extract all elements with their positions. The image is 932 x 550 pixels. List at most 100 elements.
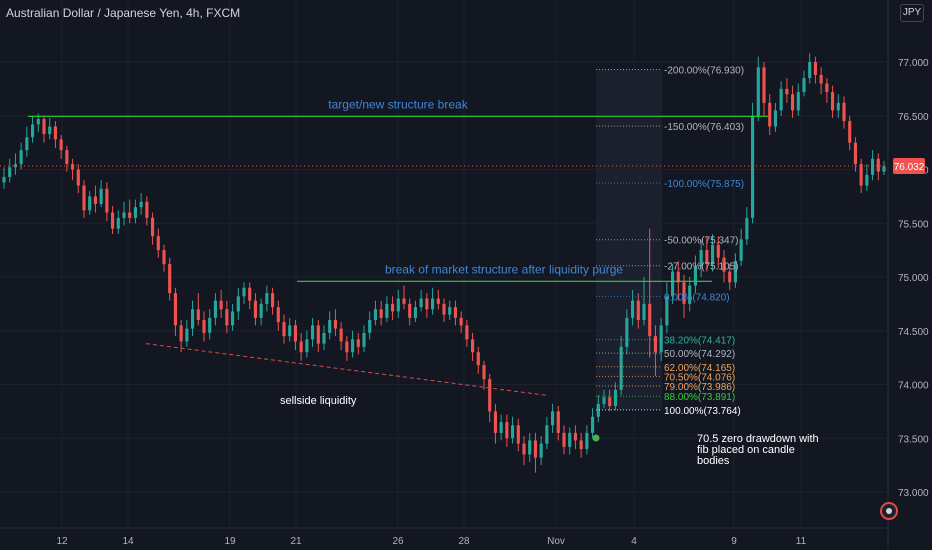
- candle-body: [48, 126, 52, 135]
- candle-body: [568, 432, 572, 447]
- candle-body: [733, 260, 737, 283]
- candle-body: [848, 121, 852, 143]
- candle-body: [208, 317, 212, 333]
- candle-body: [156, 236, 160, 251]
- candle-body: [739, 239, 743, 261]
- zero-drawdown-note-line: 70.5 zero drawdown with: [697, 433, 819, 445]
- candle-body: [465, 325, 469, 340]
- candle-body: [333, 320, 337, 329]
- candle-body: [351, 339, 355, 353]
- candle-body: [699, 250, 703, 267]
- fib-level-label: 62.00%(74.165): [664, 363, 735, 374]
- candle-body: [728, 271, 732, 283]
- candle-body: [562, 432, 566, 447]
- current-price-tag: [893, 158, 925, 175]
- candle-body: [511, 425, 515, 439]
- candle-body: [59, 139, 63, 151]
- candle-body: [499, 422, 503, 433]
- candle-body: [642, 303, 646, 320]
- y-tick-label: 77.000: [898, 58, 929, 69]
- x-tick-label: 14: [122, 536, 134, 547]
- candle-body: [802, 78, 806, 93]
- candle-body: [585, 432, 589, 449]
- candle-body: [808, 62, 812, 79]
- candle-body: [93, 196, 97, 204]
- candle-body: [179, 325, 183, 342]
- candle-body: [448, 307, 452, 315]
- candle-body: [436, 298, 440, 304]
- candle-body: [693, 266, 697, 286]
- candle-body: [676, 271, 680, 283]
- candle-body: [36, 118, 40, 125]
- x-tick-label: 21: [290, 536, 302, 547]
- candle-body: [819, 74, 823, 84]
- fib-level-label: 100.00%(73.764): [664, 406, 741, 417]
- candle-body: [339, 328, 343, 342]
- candle-body: [299, 341, 303, 353]
- candle-body: [31, 124, 35, 138]
- fib-level-label: 70.50%(74.076): [664, 372, 735, 383]
- zero-drawdown-note-line: bodies: [697, 455, 730, 467]
- candle-body: [442, 303, 446, 315]
- candle-body: [13, 164, 17, 168]
- candle-body: [311, 325, 315, 340]
- candle-body: [779, 88, 783, 111]
- candle-body: [396, 298, 400, 312]
- y-tick-label: 75.500: [898, 219, 929, 230]
- y-tick-label: 73.500: [898, 434, 929, 445]
- candle-body: [813, 62, 817, 75]
- candle-body: [122, 212, 126, 218]
- candle-body: [722, 257, 726, 272]
- candle-body: [368, 320, 372, 333]
- currency-badge[interactable]: JPY: [900, 4, 924, 22]
- candle-body: [8, 167, 12, 178]
- candle-body: [665, 296, 669, 326]
- candle-body: [533, 440, 537, 458]
- candle-body: [528, 440, 532, 455]
- candle-body: [168, 264, 172, 294]
- chart-settings-icon[interactable]: [880, 502, 898, 520]
- candle-body: [876, 158, 880, 172]
- fib-level-label: 88.00%(73.891): [664, 392, 735, 403]
- candle-body: [488, 379, 492, 412]
- x-tick-label: 11: [796, 536, 807, 547]
- candle-body: [248, 287, 252, 301]
- candle-body: [76, 169, 80, 186]
- fib-level-label: 50.00%(74.292): [664, 349, 735, 360]
- candle-body: [42, 118, 46, 135]
- candle-body: [282, 322, 286, 337]
- candle-body: [71, 164, 75, 170]
- sellside-line: [145, 343, 547, 396]
- candle-body: [379, 309, 383, 318]
- current-price-label: 76.032: [894, 162, 925, 173]
- candle-body: [133, 207, 137, 218]
- fib-level-label: -200.00%(76.930): [664, 66, 744, 77]
- candle-body: [596, 403, 600, 417]
- x-tick-label: 28: [458, 536, 470, 547]
- candle-body: [482, 365, 486, 380]
- candle-body: [625, 317, 629, 347]
- candle-body: [82, 185, 86, 211]
- candle-body: [785, 88, 789, 95]
- candle-body: [825, 83, 829, 93]
- candle-body: [362, 332, 366, 347]
- candle-body: [231, 311, 235, 326]
- candle-body: [202, 320, 206, 333]
- candle-body: [271, 293, 275, 308]
- candle-body: [253, 300, 257, 318]
- candle-body: [356, 339, 360, 347]
- candle-body: [573, 432, 577, 441]
- candle-body: [579, 440, 583, 449]
- candle-body: [631, 300, 635, 318]
- candle-body: [105, 188, 109, 213]
- candle-body: [316, 325, 320, 344]
- x-tick-label: 9: [731, 536, 737, 547]
- zero-drawdown-note-line: fib placed on candle: [697, 444, 795, 456]
- candle-body: [88, 196, 92, 211]
- candle-body: [185, 328, 189, 342]
- candle-body: [25, 137, 29, 151]
- candle-body: [111, 212, 115, 229]
- candle-body: [671, 271, 675, 297]
